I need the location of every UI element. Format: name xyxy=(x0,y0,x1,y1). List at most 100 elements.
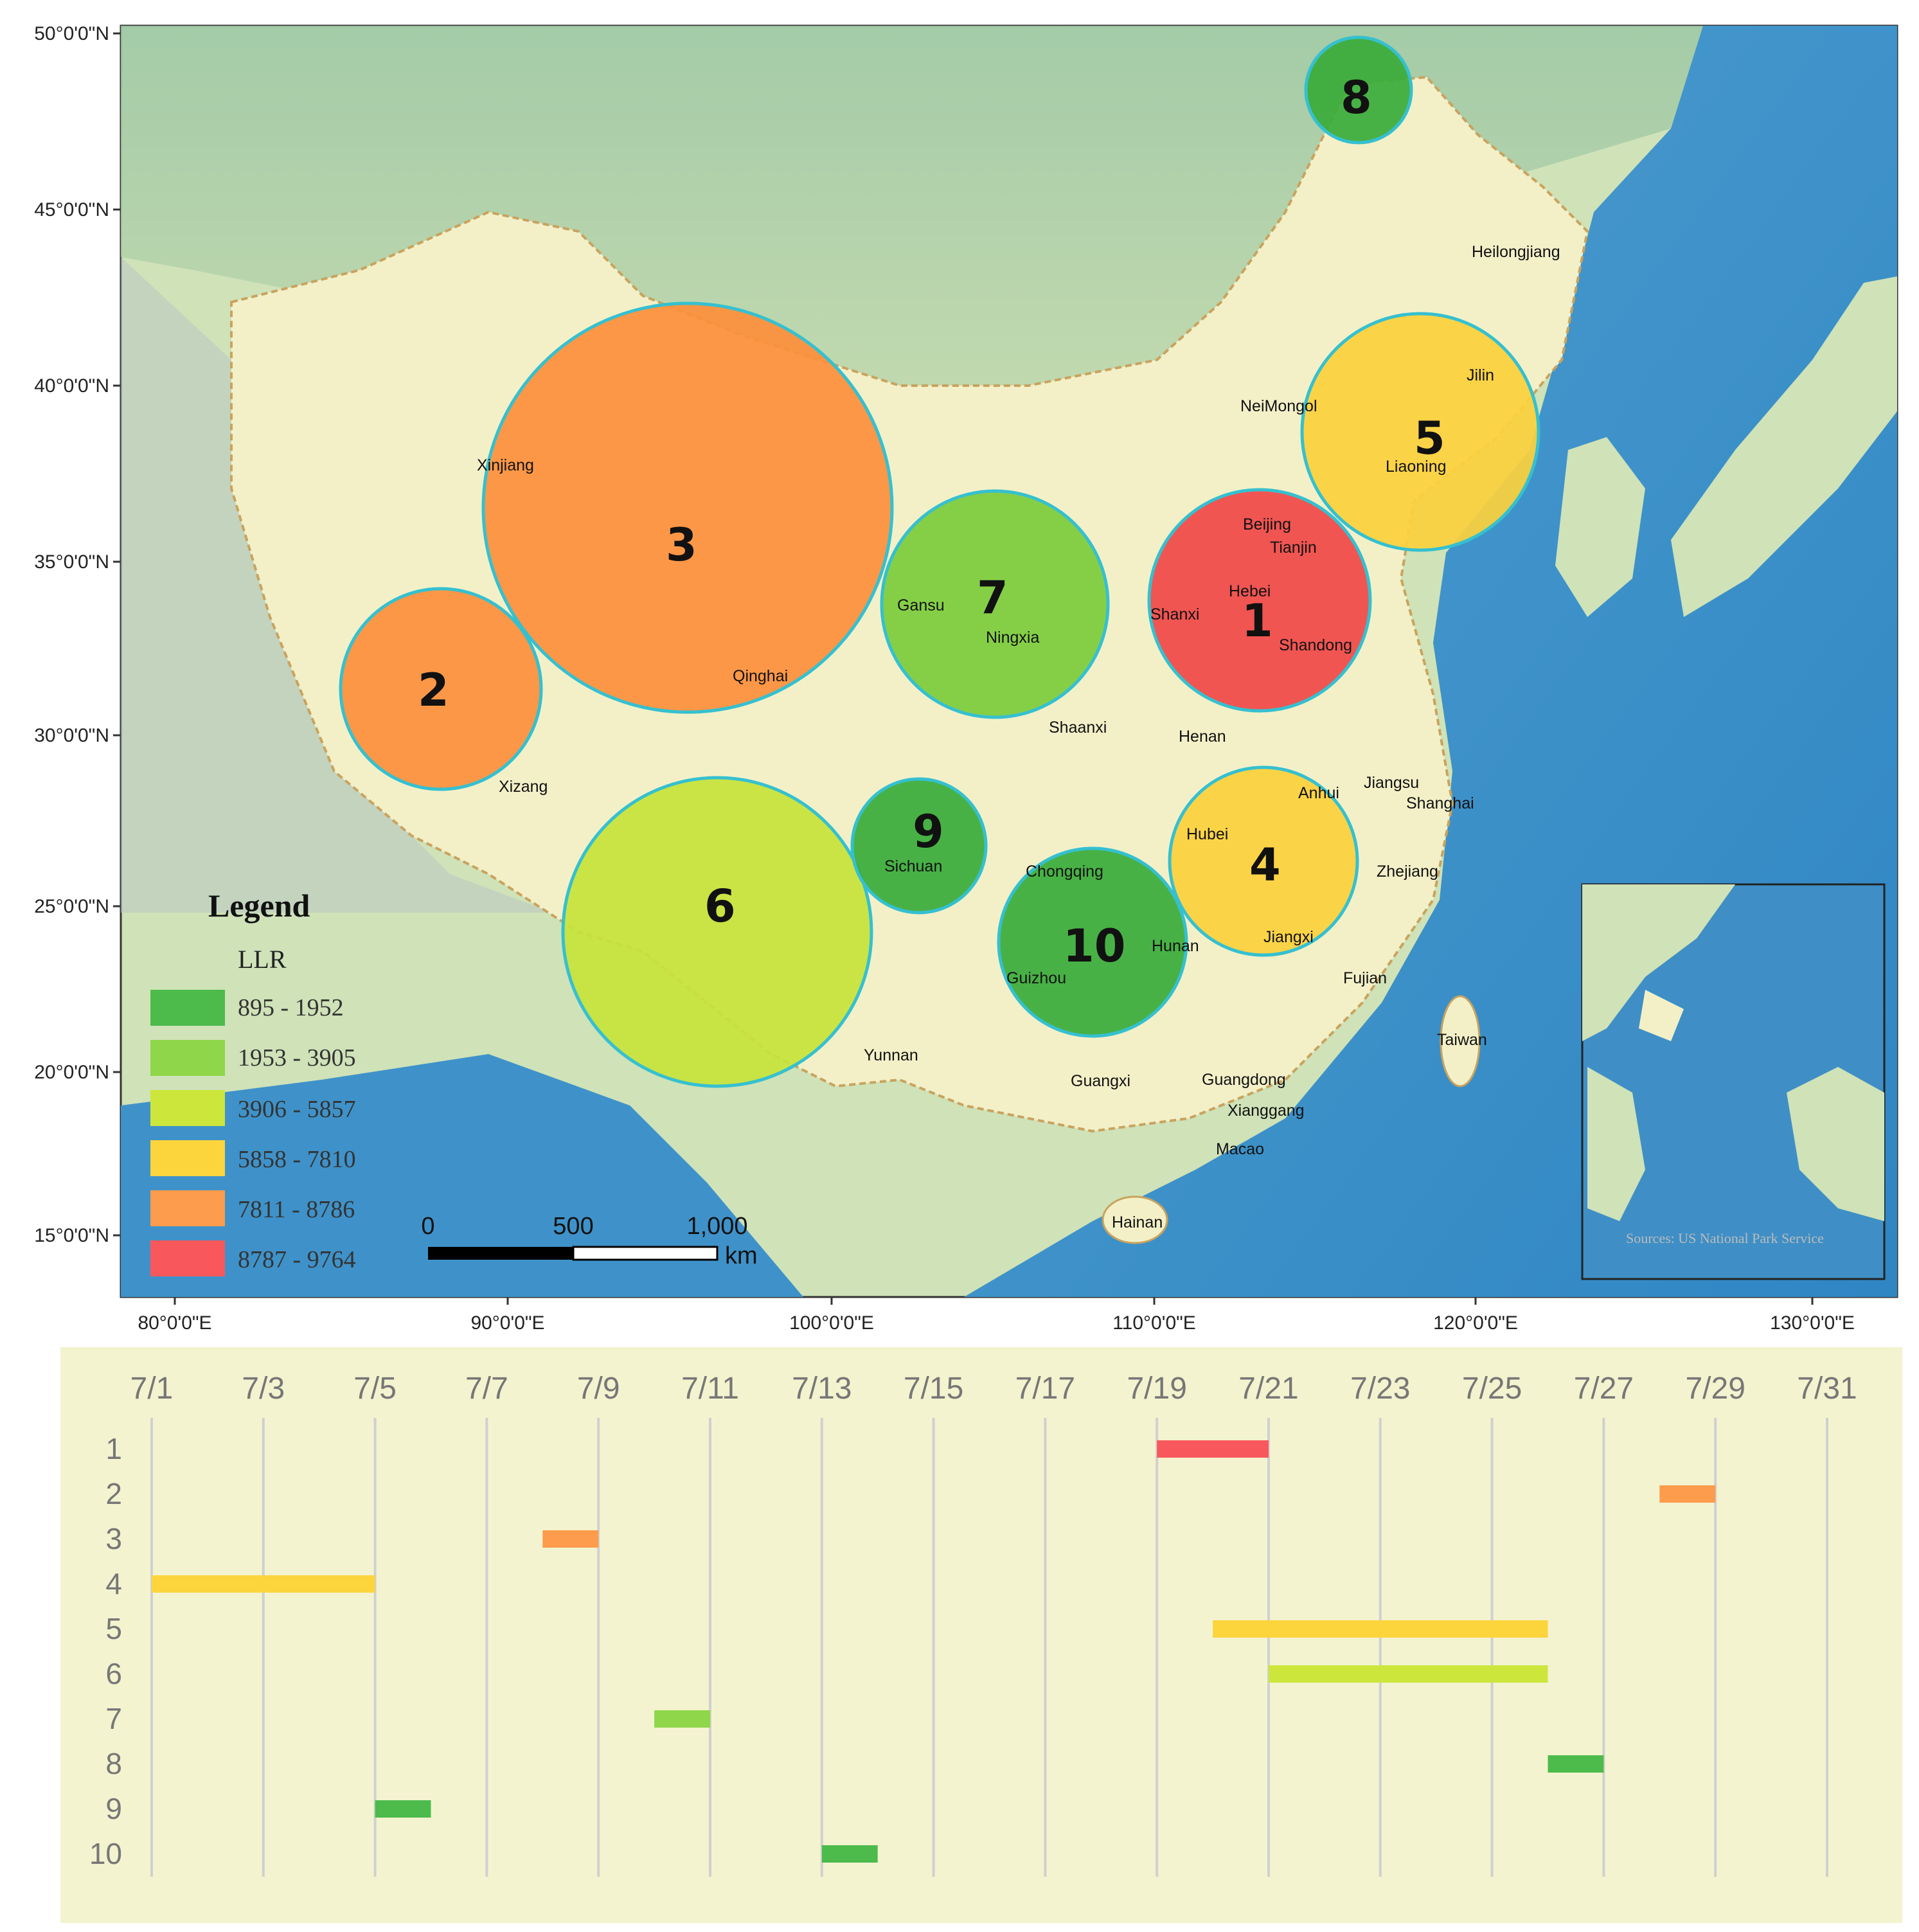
timeline-bars xyxy=(152,1440,1716,1863)
scale-unit: km xyxy=(725,1242,758,1269)
svg-text:9: 9 xyxy=(913,805,944,858)
province-label-heilongjiang: Heilongjiang xyxy=(1472,243,1560,261)
province-label-sichuan: Sichuan xyxy=(884,857,942,875)
cluster-10: 10 xyxy=(997,846,1188,1038)
province-label-jiangxi: Jiangxi xyxy=(1263,928,1314,946)
date-label: 7/1 xyxy=(130,1372,174,1406)
svg-text:8787 - 9764: 8787 - 9764 xyxy=(238,1246,356,1273)
lat-label-50: 50°0'0"N xyxy=(34,23,109,44)
lat-label-15: 15°0'0"N xyxy=(34,1225,109,1246)
cluster-3: 3 xyxy=(481,301,894,714)
timeline-bar-cluster-10 xyxy=(821,1845,878,1863)
date-label: 7/13 xyxy=(792,1372,852,1406)
cluster-6: 6 xyxy=(561,776,873,1088)
date-label: 7/27 xyxy=(1574,1372,1634,1406)
province-label-zhejiang: Zhejiang xyxy=(1377,863,1438,881)
province-label-fujian: Fujian xyxy=(1343,969,1387,987)
cluster-2: 2 xyxy=(339,587,543,791)
cluster-7: 7 xyxy=(880,489,1110,719)
scale-tick-500: 500 xyxy=(553,1213,593,1240)
row-label: 7 xyxy=(105,1702,122,1735)
scale-tick-1000: 1,000 xyxy=(686,1213,747,1240)
row-label: 2 xyxy=(105,1477,122,1510)
lon-axis: 80°0'0"E 90°0'0"E 100°0'0"E 110°0'0"E 12… xyxy=(138,1297,1855,1334)
timeline-bar-cluster-4 xyxy=(152,1575,375,1593)
map-legend: Legend LLR 895 - 1952 1953 - 3905 3906 -… xyxy=(150,888,356,1276)
province-labels: Heilongjiang Jilin NeiMongol Liaoning Xi… xyxy=(477,243,1560,1231)
lon-label-100: 100°0'0"E xyxy=(789,1312,874,1334)
cluster-1: 1 xyxy=(1147,488,1372,713)
province-label-neimongol: NeiMongol xyxy=(1240,397,1317,415)
province-label-taiwan: Taiwan xyxy=(1437,1031,1487,1049)
row-label: 5 xyxy=(105,1612,122,1645)
province-label-jiangsu: Jiangsu xyxy=(1364,774,1419,792)
date-label: 7/3 xyxy=(242,1372,285,1406)
svg-text:1: 1 xyxy=(1242,595,1273,647)
lon-label-130: 130°0'0"E xyxy=(1770,1312,1855,1334)
legend-item-4: 5858 - 7810 xyxy=(150,1140,356,1176)
province-label-xinjiang: Xinjiang xyxy=(477,456,534,474)
province-label-gansu: Gansu xyxy=(897,596,945,614)
row-label: 3 xyxy=(105,1522,122,1555)
province-label-shanxi: Shanxi xyxy=(1150,605,1199,623)
province-label-beijing: Beijing xyxy=(1243,515,1291,533)
row-label: 10 xyxy=(89,1837,122,1870)
cluster-map: Sources: US National Park Service 50°0'0… xyxy=(34,23,1898,1334)
date-label: 7/21 xyxy=(1238,1372,1298,1406)
province-label-guangxi: Guangxi xyxy=(1071,1072,1130,1090)
svg-text:895 - 1952: 895 - 1952 xyxy=(238,994,344,1021)
row-label: 8 xyxy=(105,1747,122,1780)
cluster-5: 5 xyxy=(1300,312,1540,552)
province-label-xianggang: Xianggang xyxy=(1227,1102,1305,1120)
lon-label-80: 80°0'0"E xyxy=(138,1312,211,1334)
svg-text:1953 - 3905: 1953 - 3905 xyxy=(238,1044,356,1071)
province-label-hubei: Hubei xyxy=(1186,825,1228,843)
province-label-henan: Henan xyxy=(1179,728,1226,746)
timeline-row-labels: 1 2 3 4 5 6 7 8 9 10 xyxy=(89,1432,122,1870)
date-label: 7/11 xyxy=(681,1372,739,1406)
svg-text:2: 2 xyxy=(418,664,449,717)
timeline-bar-cluster-5 xyxy=(1213,1620,1548,1638)
province-label-tianjin: Tianjin xyxy=(1270,539,1317,557)
legend-title: Legend xyxy=(208,888,310,924)
province-label-hebei: Hebei xyxy=(1229,582,1271,600)
timeline-date-labels: 7/1 7/3 7/5 7/7 7/9 7/11 7/13 7/15 7/17 7/19 7/21 7… xyxy=(130,1372,1857,1406)
province-label-anhui: Anhui xyxy=(1298,784,1339,802)
timeline-bar-cluster-6 xyxy=(1269,1665,1548,1683)
timeline-background xyxy=(60,1347,1902,1923)
date-label: 7/5 xyxy=(353,1372,397,1406)
svg-text:5: 5 xyxy=(1414,412,1445,465)
date-label: 7/19 xyxy=(1127,1372,1186,1406)
lon-label-120: 120°0'0"E xyxy=(1433,1312,1518,1334)
scale-bar: 0 500 1,000 km xyxy=(421,1213,757,1269)
lat-axis: 50°0'0"N 45°0'0"N 40°0'0"N 35°0'0"N 30°0… xyxy=(34,23,121,1246)
lat-label-45: 45°0'0"N xyxy=(34,199,109,220)
row-label: 4 xyxy=(105,1567,122,1600)
lat-label-35: 35°0'0"N xyxy=(34,551,109,573)
cluster-9: 9 xyxy=(850,777,988,915)
scale-tick-0: 0 xyxy=(421,1213,434,1240)
timeline-bar-cluster-8 xyxy=(1548,1755,1604,1773)
province-label-shandong: Shandong xyxy=(1279,636,1352,654)
svg-text:4: 4 xyxy=(1249,839,1281,891)
cluster-circles: 3 2 7 1 5 8 6 9 xyxy=(339,35,1540,1088)
province-label-hunan: Hunan xyxy=(1152,937,1199,955)
svg-text:5858 - 7810: 5858 - 7810 xyxy=(238,1146,356,1173)
province-label-chongqing: Chongqing xyxy=(1026,863,1103,881)
province-label-guangdong: Guangdong xyxy=(1202,1071,1286,1089)
svg-text:7: 7 xyxy=(977,571,1008,624)
cluster-8: 8 xyxy=(1304,35,1413,145)
date-label: 7/9 xyxy=(577,1372,620,1406)
cluster-4: 4 xyxy=(1168,765,1359,957)
timeline-bar-cluster-7 xyxy=(654,1710,710,1728)
legend-item-1: 895 - 1952 xyxy=(150,990,344,1026)
timeline-bar-cluster-9 xyxy=(375,1800,431,1818)
province-label-shanghai: Shanghai xyxy=(1406,794,1474,812)
date-label: 7/15 xyxy=(904,1372,963,1406)
svg-text:6: 6 xyxy=(704,880,736,933)
svg-text:7811 - 8786: 7811 - 8786 xyxy=(238,1196,355,1223)
date-label: 7/29 xyxy=(1685,1372,1745,1406)
row-label: 9 xyxy=(105,1792,122,1825)
timeline-bar-cluster-3 xyxy=(542,1530,599,1548)
